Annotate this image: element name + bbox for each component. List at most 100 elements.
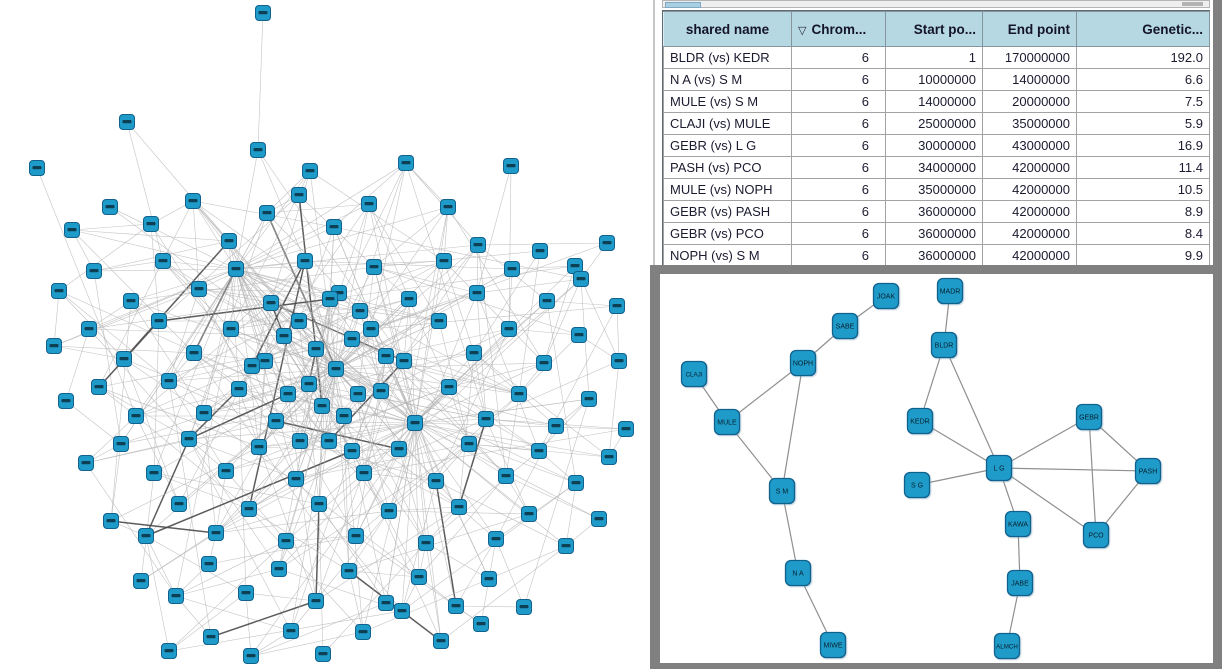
network-node[interactable]	[113, 436, 129, 452]
network-node[interactable]	[504, 261, 520, 277]
network-node[interactable]	[128, 408, 144, 424]
network-node[interactable]	[618, 421, 634, 437]
cell-genetic[interactable]: 16.9	[1076, 134, 1210, 157]
network-node[interactable]	[440, 199, 456, 215]
cell-shared_name[interactable]: BLDR (vs) KEDR	[663, 46, 792, 69]
cell-start[interactable]: 14000000	[885, 90, 983, 113]
network-node[interactable]	[119, 114, 135, 130]
network-node[interactable]	[218, 463, 234, 479]
network-node[interactable]	[196, 405, 212, 421]
cell-end[interactable]: 14000000	[982, 68, 1077, 91]
network-node[interactable]	[292, 433, 308, 449]
network-node[interactable]	[391, 441, 407, 457]
cell-start[interactable]: 36000000	[885, 222, 983, 245]
network-node[interactable]	[308, 341, 324, 357]
table-row[interactable]: NOPH (vs) S M 6 36000000 42000000 9.9	[663, 244, 1210, 267]
network-node[interactable]	[568, 475, 584, 491]
network-node[interactable]	[428, 473, 444, 489]
network-node[interactable]	[268, 413, 284, 429]
cell-chrom[interactable]: 6	[791, 134, 886, 157]
network-node[interactable]	[58, 393, 74, 409]
cell-end[interactable]: 42000000	[982, 222, 1077, 245]
graph-node-SABE[interactable]: SABE	[831, 312, 859, 340]
network-node[interactable]	[431, 313, 447, 329]
cell-shared_name[interactable]: MULE (vs) NOPH	[663, 178, 792, 201]
scrollbar-thumb[interactable]	[665, 2, 701, 8]
graph-node-S-G[interactable]: S G	[903, 471, 931, 499]
network-node[interactable]	[350, 386, 366, 402]
network-node[interactable]	[336, 408, 352, 424]
network-node[interactable]	[411, 569, 427, 585]
table-row[interactable]: N A (vs) S M 6 10000000 14000000 6.6	[663, 68, 1210, 91]
network-node[interactable]	[155, 253, 171, 269]
table-row[interactable]: PASH (vs) PCO 6 34000000 42000000 11.4	[663, 156, 1210, 179]
network-node[interactable]	[531, 443, 547, 459]
network-node[interactable]	[436, 253, 452, 269]
network-node[interactable]	[151, 313, 167, 329]
table-row[interactable]: MULE (vs) NOPH 6 35000000 42000000 10.5	[663, 178, 1210, 201]
cell-chrom[interactable]: 6	[791, 200, 886, 223]
network-node[interactable]	[591, 511, 607, 527]
cell-start[interactable]: 35000000	[885, 178, 983, 201]
network-node[interactable]	[186, 345, 202, 361]
network-node[interactable]	[501, 321, 517, 337]
network-node[interactable]	[29, 160, 45, 176]
network-node[interactable]	[441, 379, 457, 395]
cell-start[interactable]: 36000000	[885, 200, 983, 223]
graph-node-L-G[interactable]: L G	[985, 454, 1013, 482]
network-node[interactable]	[352, 303, 368, 319]
network-node[interactable]	[308, 593, 324, 609]
network-node[interactable]	[138, 528, 154, 544]
network-node[interactable]	[243, 648, 259, 664]
cell-chrom[interactable]: 6	[791, 112, 886, 135]
cell-chrom[interactable]: 6	[791, 156, 886, 179]
network-node[interactable]	[503, 158, 519, 174]
graph-node-PASH[interactable]: PASH	[1134, 457, 1162, 485]
network-node[interactable]	[363, 321, 379, 337]
network-node[interactable]	[361, 196, 377, 212]
network-node[interactable]	[418, 535, 434, 551]
cell-start[interactable]: 36000000	[885, 244, 983, 267]
network-node[interactable]	[238, 585, 254, 601]
network-node[interactable]	[116, 351, 132, 367]
network-node[interactable]	[532, 243, 548, 259]
network-node[interactable]	[341, 563, 357, 579]
network-node[interactable]	[398, 155, 414, 171]
network-node[interactable]	[291, 187, 307, 203]
network-node[interactable]	[297, 253, 313, 269]
network-node[interactable]	[536, 355, 552, 371]
network-node[interactable]	[255, 5, 271, 21]
network-node[interactable]	[378, 595, 394, 611]
network-node[interactable]	[81, 321, 97, 337]
network-node[interactable]	[548, 418, 564, 434]
cell-end[interactable]: 170000000	[982, 46, 1077, 69]
network-node[interactable]	[355, 624, 371, 640]
network-node[interactable]	[326, 219, 342, 235]
network-node[interactable]	[302, 163, 318, 179]
network-node[interactable]	[171, 496, 187, 512]
network-node[interactable]	[521, 506, 537, 522]
detail-network-canvas[interactable]: JOAK MADR SABE BLDR NOPH CLAJI MULE KEDR GEBR L G…	[660, 274, 1213, 663]
network-node[interactable]	[571, 327, 587, 343]
cell-start[interactable]: 1	[885, 46, 983, 69]
network-node[interactable]	[278, 533, 294, 549]
cell-shared_name[interactable]: GEBR (vs) L G	[663, 134, 792, 157]
network-node[interactable]	[291, 313, 307, 329]
network-node[interactable]	[185, 193, 201, 209]
graph-node-GEBR[interactable]: GEBR	[1075, 403, 1103, 431]
cell-genetic[interactable]: 8.9	[1076, 200, 1210, 223]
network-node[interactable]	[314, 398, 330, 414]
network-node[interactable]	[381, 503, 397, 519]
network-node[interactable]	[609, 298, 625, 314]
cell-start[interactable]: 10000000	[885, 68, 983, 91]
network-node[interactable]	[498, 468, 514, 484]
network-node[interactable]	[611, 353, 627, 369]
network-node[interactable]	[228, 261, 244, 277]
network-node[interactable]	[321, 433, 337, 449]
network-node[interactable]	[257, 353, 273, 369]
overview-network-canvas[interactable]	[0, 0, 650, 669]
cell-genetic[interactable]: 7.5	[1076, 90, 1210, 113]
network-node[interactable]	[259, 205, 275, 221]
filter-icon[interactable]: ▽	[798, 24, 807, 37]
graph-node-N-A[interactable]: N A	[784, 559, 812, 587]
